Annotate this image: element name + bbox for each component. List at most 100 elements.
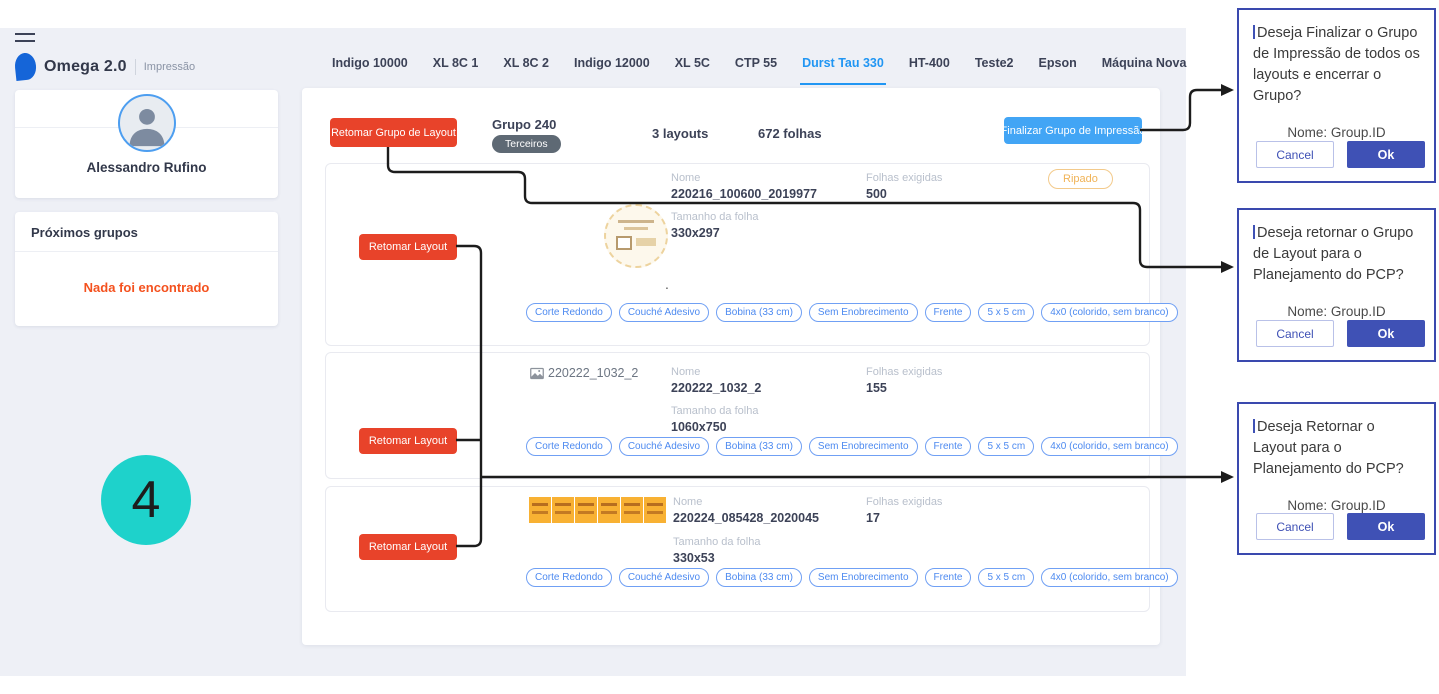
- name-label: Nome: [671, 172, 701, 184]
- layout-card-3: Retomar Layout Nome 220224_085428_202004…: [325, 486, 1178, 612]
- tag-chip: Bobina (33 cm): [716, 568, 802, 587]
- avatar: [117, 94, 176, 152]
- profile-card: Alessandro Rufino: [15, 90, 278, 198]
- cancel-button[interactable]: Cancel: [1256, 320, 1334, 347]
- name-label: Nome: [671, 366, 701, 378]
- dialog-actions: Cancel Ok: [1256, 513, 1425, 540]
- layout-size: 330x297: [671, 226, 720, 240]
- strip-cell: [552, 497, 574, 523]
- person-icon: [129, 108, 164, 147]
- broken-image-icon: [530, 367, 544, 380]
- sticker-mark: [616, 236, 632, 250]
- tag-chip: Corte Redondo: [526, 303, 612, 322]
- return-layout-button-2[interactable]: Retomar Layout: [359, 428, 457, 454]
- empty-message: Nada foi encontrado: [83, 280, 210, 295]
- size-label: Tamanho da folha: [671, 405, 759, 417]
- tag-chip: 4x0 (colorido, sem branco): [1041, 437, 1178, 456]
- tag-chip: 5 x 5 cm: [978, 568, 1035, 587]
- sticker-mark: [636, 238, 656, 246]
- tag-chip: Sem Enobrecimento: [808, 437, 918, 456]
- dialog-message-text: Deseja Retornar o Layout para o Planejam…: [1253, 419, 1404, 478]
- round-sticker-thumbnail: [604, 204, 668, 268]
- tag-chip: Couché Adesivo: [618, 568, 710, 587]
- tab-teste2[interactable]: Teste2: [974, 56, 1014, 70]
- app-section-label: Impressão: [143, 60, 196, 73]
- tab-ht-400[interactable]: HT-400: [908, 56, 950, 70]
- print-group-panel: Retomar Grupo de Layout Grupo 240 Tercei…: [302, 88, 1178, 645]
- return-group-button[interactable]: Retomar Grupo de Layout: [330, 118, 457, 147]
- tab-ctp-55[interactable]: CTP 55: [734, 56, 778, 70]
- name-label: Nome: [673, 496, 703, 508]
- machine-tabs: Indigo 10000 XL 8C 1 XL 8C 2 Indigo 1200…: [330, 48, 1188, 85]
- text-cursor: [1253, 25, 1255, 39]
- sheets-label: Folhas exigidas: [866, 496, 943, 508]
- tab-xl-5c[interactable]: XL 5C: [674, 56, 710, 70]
- tab-xl-8c-2[interactable]: XL 8C 2: [503, 56, 549, 70]
- cancel-button[interactable]: Cancel: [1256, 513, 1334, 540]
- user-name: Alessandro Rufino: [86, 160, 207, 175]
- dialog-name-line: Nome: Group.ID: [1287, 498, 1386, 514]
- next-groups-title: Próximos grupos: [15, 212, 278, 252]
- tag-chip: Frente: [924, 303, 972, 322]
- layout-sheets: 500: [866, 187, 887, 201]
- return-layout-button-1[interactable]: Retomar Layout: [359, 234, 457, 260]
- dialog-message: Deseja Finalizar o Grupo de Impressão de…: [1253, 23, 1420, 107]
- return-layout-button-3[interactable]: Retomar Layout: [359, 534, 457, 560]
- layout-name: 220216_100600_2019977: [671, 187, 817, 201]
- tag-chip: Couché Adesivo: [618, 303, 710, 322]
- broken-image: 220222_1032_2: [529, 366, 638, 381]
- arrowhead: [1221, 261, 1234, 273]
- tag-chip: Corte Redondo: [526, 437, 612, 456]
- tab-indigo-10000[interactable]: Indigo 10000: [332, 56, 408, 70]
- tag-chip: 5 x 5 cm: [978, 303, 1035, 322]
- dialog-actions: Cancel Ok: [1256, 320, 1425, 347]
- tab-epson[interactable]: Epson: [1038, 56, 1077, 70]
- tag-chips: Corte Redondo Couché Adesivo Bobina (33 …: [526, 437, 1178, 456]
- ok-button[interactable]: Ok: [1347, 513, 1425, 540]
- sticker-mark: [618, 220, 654, 223]
- strip-cell: [621, 497, 643, 523]
- tag-chip: Sem Enobrecimento: [808, 568, 918, 587]
- size-label: Tamanho da folha: [673, 536, 761, 548]
- ok-button[interactable]: Ok: [1347, 141, 1425, 168]
- tag-chip: Couché Adesivo: [618, 437, 710, 456]
- tab-indigo-12000[interactable]: Indigo 12000: [573, 56, 650, 70]
- tab-xl-8c-1[interactable]: XL 8C 1: [432, 56, 479, 70]
- dialog-name-line: Nome: Group.ID: [1287, 304, 1386, 320]
- layout-sheets: 155: [866, 381, 887, 395]
- cancel-button[interactable]: Cancel: [1256, 141, 1334, 168]
- thumbnail-footnote: .: [665, 276, 669, 292]
- tag-chip: Bobina (33 cm): [716, 437, 802, 456]
- step-number-badge: 4: [101, 455, 191, 545]
- title-divider: [134, 58, 136, 75]
- layout-card-1: Retomar Layout . Nome 220216_100600_2019…: [325, 163, 1178, 346]
- step-number: 4: [131, 471, 161, 529]
- hamburger-icon[interactable]: [15, 33, 35, 42]
- tag-chips: Corte Redondo Couché Adesivo Bobina (33 …: [526, 303, 1178, 322]
- tag-chip: 5 x 5 cm: [978, 437, 1035, 456]
- yellow-strip-thumbnail: [529, 497, 667, 523]
- omega-comma-logo-icon: [13, 51, 38, 82]
- dialog-name-line: Nome: Group.ID: [1287, 125, 1386, 141]
- strip-cell: [644, 497, 666, 523]
- sticker-mark: [624, 227, 648, 230]
- sheets-label: Folhas exigidas: [866, 366, 943, 378]
- ok-button[interactable]: Ok: [1347, 320, 1425, 347]
- group-name: Grupo 240: [492, 117, 557, 132]
- layout-size: 330x53: [673, 551, 715, 565]
- finish-group-dialog: Deseja Finalizar o Grupo de Impressão de…: [1237, 8, 1436, 183]
- tag-chip: 4x0 (colorido, sem branco): [1041, 568, 1178, 587]
- layouts-count: 3 layouts: [652, 126, 709, 141]
- group-type-badge: Terceiros: [492, 135, 561, 153]
- text-cursor: [1253, 419, 1255, 433]
- layout-card-2: Retomar Layout 220222_1032_2 Nome 220222…: [325, 352, 1178, 479]
- tag-chip: Corte Redondo: [526, 568, 612, 587]
- size-label: Tamanho da folha: [671, 211, 759, 223]
- finish-group-button[interactable]: Finalizar Grupo de Impressão: [1001, 117, 1145, 144]
- tag-chip: Bobina (33 cm): [716, 303, 802, 322]
- tab-durst-tau-330[interactable]: Durst Tau 330: [800, 48, 886, 85]
- tab-maquina-nova[interactable]: Máquina Nova: [1101, 56, 1187, 70]
- layout-name: 220222_1032_2: [671, 381, 762, 395]
- arrowhead: [1221, 471, 1234, 483]
- tag-chip: Sem Enobrecimento: [808, 303, 918, 322]
